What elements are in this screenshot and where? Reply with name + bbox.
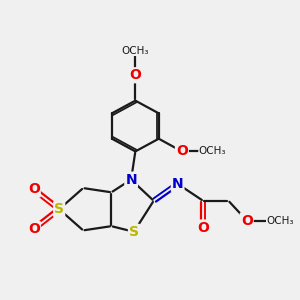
Text: OCH₃: OCH₃	[199, 146, 226, 156]
Text: N: N	[172, 177, 184, 191]
Text: O: O	[197, 220, 209, 235]
Text: O: O	[241, 214, 253, 227]
Text: O: O	[28, 222, 40, 236]
Text: O: O	[129, 68, 141, 82]
Text: S: S	[54, 202, 64, 216]
Text: OCH₃: OCH₃	[122, 46, 149, 56]
Text: N: N	[125, 172, 137, 187]
Text: OCH₃: OCH₃	[266, 215, 294, 226]
Text: S: S	[129, 225, 139, 239]
Text: O: O	[28, 182, 40, 197]
Text: O: O	[176, 144, 188, 158]
